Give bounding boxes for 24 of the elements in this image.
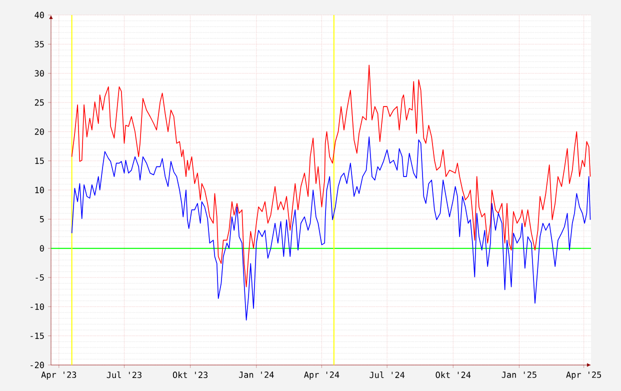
- line-series: [71, 64, 591, 288]
- y-tick-label: 10: [35, 186, 44, 194]
- y-tick-label: -5: [36, 274, 44, 281]
- y-tick-label: -10: [30, 303, 44, 310]
- x-tick-label: Apr '25: [566, 372, 601, 380]
- y-tick-label: 40: [34, 12, 44, 18]
- x-tick-label: Jan '25: [502, 372, 536, 378]
- x-tick-label: Jul '23: [106, 372, 142, 378]
- y-tick-label: 5: [40, 216, 44, 222]
- y-tick-label: 25: [34, 99, 44, 106]
- line-series: [71, 136, 591, 320]
- x-tick-label: Okt '24: [436, 372, 471, 378]
- x-tick-label: Jan '24: [238, 372, 274, 378]
- y-tick-label: 0: [40, 245, 44, 252]
- y-tick-label: 20: [34, 128, 44, 135]
- y-tick-label: -20: [30, 362, 44, 368]
- x-tick-label: Okt '23: [172, 372, 208, 378]
- y-tick-label: 15: [35, 158, 44, 164]
- y-tick-label: 30: [34, 70, 44, 77]
- y-tick-label: -15: [30, 332, 44, 339]
- x-tick-label: Jul '24: [370, 372, 404, 378]
- x-tick-label: Apr '24: [304, 372, 340, 380]
- x-tick-label: Apr '23: [41, 372, 76, 380]
- y-tick-label: 35: [34, 40, 44, 48]
